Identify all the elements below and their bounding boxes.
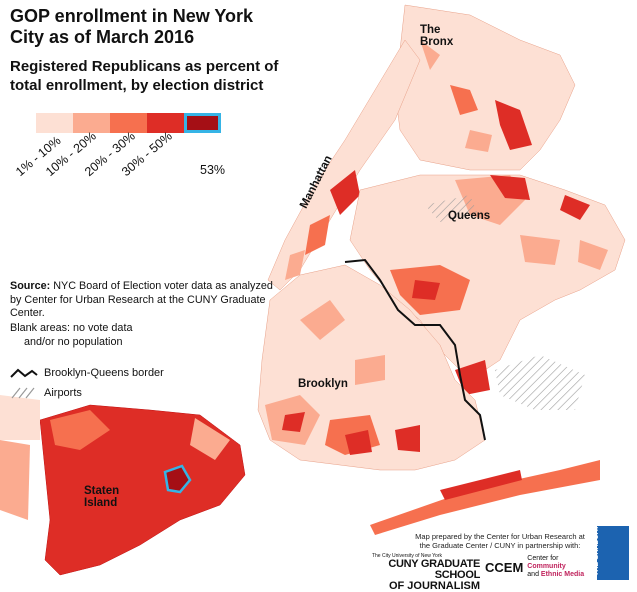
ccem-desc-1: Center for — [527, 555, 559, 562]
ccem-name: CCEM — [485, 559, 524, 575]
source-label: Source: — [10, 280, 51, 292]
airport-jfk — [495, 355, 585, 410]
label-staten-island: Staten Island — [84, 485, 119, 509]
graduate-center-logo: THE GRADUATE CENTER — [593, 490, 629, 580]
label-staten-line1: Staten — [84, 485, 120, 497]
airport-lga — [425, 195, 478, 222]
legend-swatch-2 — [73, 113, 110, 133]
legend-swatch-3 — [110, 113, 147, 133]
blank-areas-note: Blank areas: no vote data and/or no popu… — [10, 322, 230, 349]
legend-labels: 1% - 10% 10% - 20% 20% - 30% 30% - 50% 5… — [0, 129, 260, 185]
legend-swatch-5 — [184, 113, 221, 133]
map-title: GOP enrollment in New York City as of Ma… — [10, 6, 254, 47]
label-bronx-line1: The — [420, 24, 441, 36]
manhattan-area — [267, 39, 421, 291]
staten-island-area — [39, 404, 246, 576]
airport-key-label: Airports — [44, 387, 82, 399]
border-line-icon — [10, 368, 38, 378]
brooklyn-queens-border — [344, 258, 486, 441]
ccem-desc-2: Community — [527, 563, 566, 570]
label-bronx-line2: Bronx — [420, 36, 454, 48]
credit-note: Map prepared by the Center for Urban Res… — [415, 532, 585, 550]
label-the-bronx: The Bronx — [420, 24, 453, 48]
ccem-logo: CCEM Center for Community and Ethnic Med… — [485, 553, 587, 581]
label-staten-line2: Island — [84, 497, 118, 509]
ccem-desc: Center for Community and Ethnic Media — [527, 555, 587, 579]
border-key: Brooklyn-Queens border — [10, 367, 164, 379]
legend-swatch-1 — [36, 113, 73, 133]
hatch-icon — [11, 387, 35, 399]
map-subtitle: Registered Republicans as percent of tot… — [10, 58, 279, 94]
rockaway-area — [370, 460, 600, 535]
cuny-small-text: The City University of New York — [371, 553, 442, 559]
airport-key: Airports — [10, 387, 82, 399]
label-brooklyn: Brooklyn — [298, 378, 348, 390]
cuny-line-1: CUNY GRADUATE SCHOOL — [388, 558, 480, 581]
legend — [36, 113, 221, 133]
label-queens: Queens — [448, 210, 491, 222]
ccem-desc-3: and — [527, 571, 539, 578]
staten-top-district — [163, 464, 192, 494]
legend-swatch-4 — [147, 113, 184, 133]
border-key-label: Brooklyn-Queens border — [44, 367, 164, 379]
source-text: NYC Board of Election voter data as anal… — [10, 280, 273, 319]
blank-line-2: and/or no population — [24, 335, 123, 348]
source-note: Source: NYC Board of Election voter data… — [10, 280, 280, 321]
gc-text: THE GRADUATE CENTER — [593, 490, 600, 576]
ccem-desc-4: Ethnic Media — [540, 571, 585, 578]
blank-line-1: Blank areas: no vote data — [10, 322, 133, 334]
cuny-journalism-logo: The City University of New York CUNY GRA… — [355, 553, 480, 592]
legend-label-5: 53% — [200, 163, 226, 177]
